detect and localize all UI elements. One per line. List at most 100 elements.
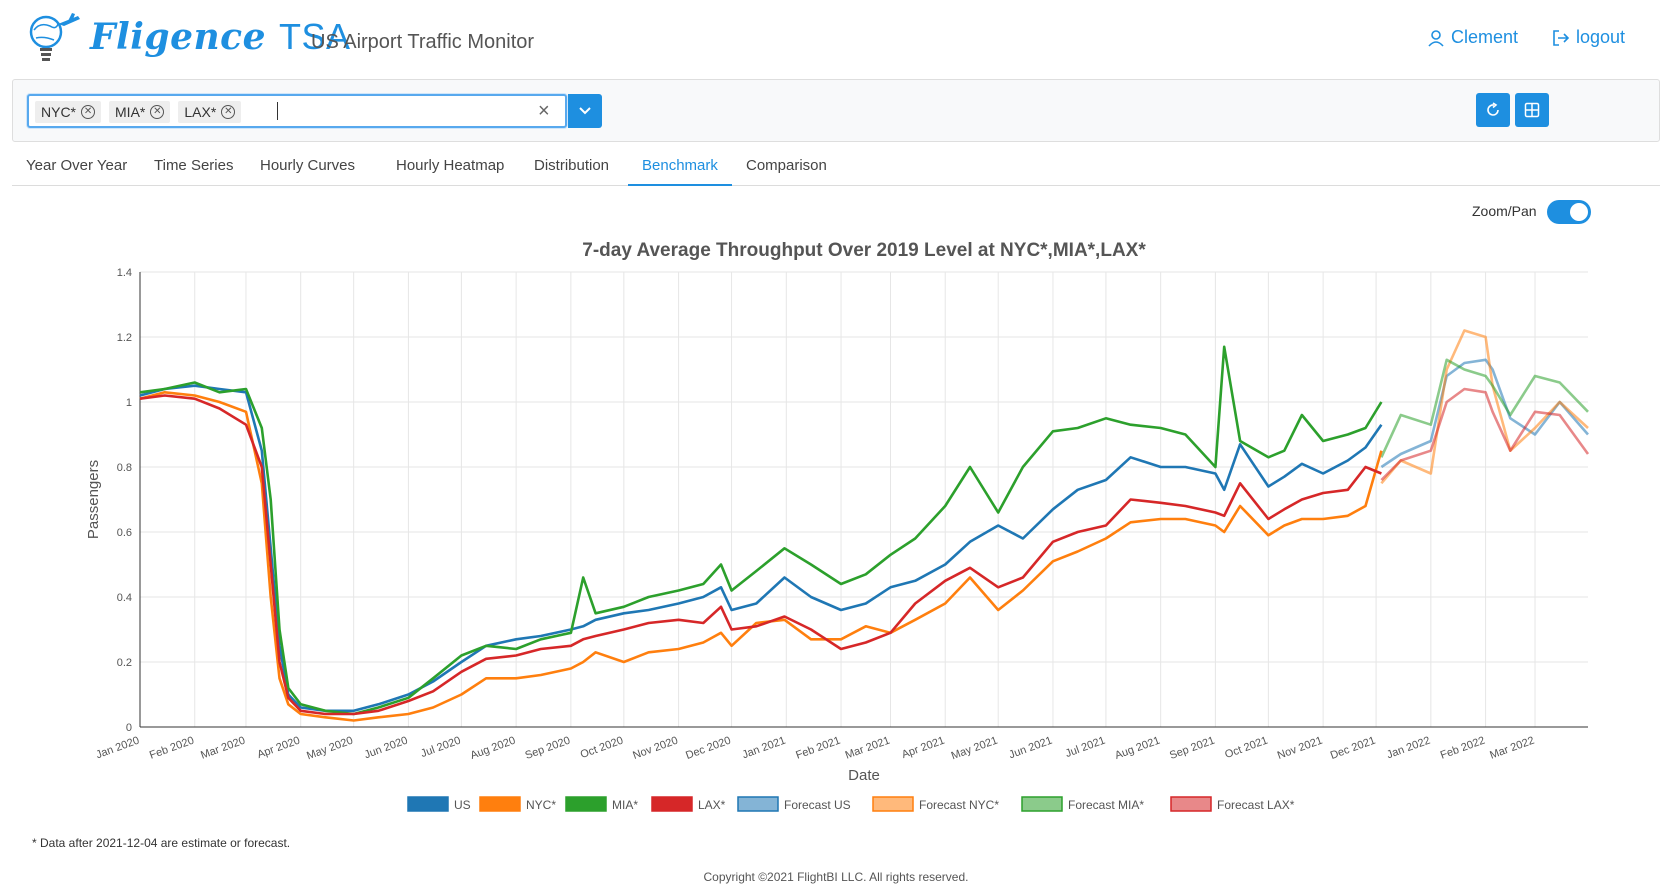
forecast-series-line-4 [1380, 387, 1590, 481]
x-tick-label: Oct 2020 [579, 735, 625, 762]
x-tick-label: Jul 2020 [419, 735, 462, 761]
y-tick-label: 0 [126, 722, 132, 734]
y-tick-label: 0.4 [117, 592, 132, 604]
user-profile-link[interactable]: Clement [1427, 27, 1518, 48]
tab-year-over-year[interactable]: Year Over Year [26, 157, 128, 174]
throughput-line-chart[interactable]: 7-day Average Throughput Over 2019 Level… [0, 226, 1672, 826]
logout-label: logout [1576, 27, 1626, 47]
chip-lax: LAX* ✕ [178, 101, 242, 123]
x-tick-label: Mar 2020 [199, 735, 247, 762]
x-tick-label: May 2021 [950, 735, 1000, 763]
x-tick-label: Jul 2021 [1064, 735, 1107, 761]
x-tick-label: Jan 2021 [741, 735, 788, 762]
zoom-pan-label: Zoom/Pan [1472, 203, 1537, 219]
x-tick-label: Feb 2021 [794, 735, 842, 762]
legend-label-6: Forecast NYC* [919, 798, 999, 812]
forecast-series-line-3 [1380, 358, 1589, 458]
app-subtitle: US Airport Traffic Monitor [311, 31, 535, 53]
x-tick-label: Apr 2021 [900, 735, 946, 762]
copyright-text: Copyright ©2021 FlightBI LLC. All rights… [703, 870, 969, 884]
legend-label-8: Forecast LAX* [1217, 798, 1295, 812]
legend-label-4: LAX* [698, 798, 726, 812]
chart-title: 7-day Average Throughput Over 2019 Level… [582, 240, 1146, 261]
x-tick-label: Dec 2020 [684, 735, 732, 762]
refresh-button[interactable] [1476, 93, 1510, 127]
user-icon [1428, 29, 1444, 47]
refresh-icon [1487, 102, 1499, 116]
brand-suffix: TSA [279, 16, 351, 57]
grid-layout-icon [1524, 102, 1540, 118]
airport-filter-panel: NYC* ✕ MIA* ✕ LAX* ✕ × [12, 79, 1660, 142]
legend-label-5: Forecast US [784, 798, 851, 812]
chevron-down-icon [579, 107, 591, 115]
selected-chips: NYC* ✕ MIA* ✕ LAX* ✕ [35, 101, 242, 123]
x-tick-label: Jun 2021 [1007, 735, 1054, 762]
chip-label: LAX* [184, 104, 217, 120]
series-line-4 [139, 394, 1382, 716]
chip-remove-icon[interactable]: ✕ [150, 105, 165, 119]
tab-hourly-curves[interactable]: Hourly Curves [260, 157, 356, 174]
legend-swatch-5 [737, 796, 779, 812]
legend-swatch-7 [1021, 796, 1063, 812]
x-tick-label: Aug 2020 [469, 735, 517, 762]
view-tabs: Year Over Year Time Series Hourly Curves… [12, 146, 1660, 186]
series-line-2 [139, 391, 1383, 722]
y-tick-label: 1.2 [117, 332, 132, 344]
legend-label-1: US [454, 798, 471, 812]
legend-swatch-6 [872, 796, 914, 812]
x-tick-label: Nov 2020 [631, 735, 679, 762]
toggle-knob [1570, 203, 1588, 221]
tab-hourly-heatmap[interactable]: Hourly Heatmap [396, 157, 505, 174]
legend-swatch-2 [479, 796, 521, 812]
logout-icon [1553, 29, 1570, 46]
x-tick-label: Mar 2021 [844, 735, 892, 762]
forecast-series-line-2 [1380, 329, 1589, 485]
tab-benchmark[interactable]: Benchmark [628, 146, 732, 186]
series-line-3 [139, 345, 1383, 716]
logout-link[interactable]: logout [1552, 27, 1625, 48]
chip-remove-icon[interactable]: ✕ [221, 105, 236, 119]
user-name: Clement [1451, 27, 1519, 47]
x-axis-label: Date [848, 767, 880, 784]
y-tick-label: 1.4 [117, 267, 132, 279]
legend-swatch-3 [565, 796, 607, 812]
x-tick-label: Mar 2022 [1488, 735, 1536, 762]
y-tick-label: 1 [126, 397, 132, 409]
x-tick-label: Apr 2020 [256, 735, 302, 762]
x-tick-label: Nov 2021 [1276, 735, 1324, 762]
x-tick-label: Jun 2020 [363, 735, 410, 762]
brand-name: Fligence [90, 16, 266, 58]
legend-label-7: Forecast MIA* [1068, 798, 1144, 812]
x-tick-label: Dec 2021 [1329, 735, 1377, 762]
clear-selection-icon[interactable]: × [538, 100, 550, 122]
x-tick-label: Oct 2021 [1223, 735, 1269, 762]
x-tick-label: Aug 2021 [1113, 735, 1161, 762]
tab-time-series[interactable]: Time Series [154, 157, 234, 174]
x-tick-label: Sep 2021 [1168, 735, 1216, 762]
x-tick-label: Feb 2022 [1439, 735, 1487, 762]
legend-swatch-1 [407, 796, 449, 812]
legend-swatch-4 [651, 796, 693, 812]
brand-logo-text: Fligence TSA [90, 16, 351, 58]
lightbulb-plane-logo-icon [29, 13, 80, 61]
x-tick-label: Feb 2020 [148, 735, 196, 762]
zoom-pan-toggle[interactable] [1547, 200, 1591, 224]
x-tick-label: Jan 2020 [94, 735, 141, 762]
chip-label: MIA* [115, 104, 146, 120]
text-caret [277, 102, 278, 120]
x-tick-label: May 2020 [305, 735, 355, 763]
forecast-footnote: * Data after 2021-12-04 are estimate or … [32, 836, 291, 850]
x-tick-label: Jan 2022 [1385, 735, 1432, 762]
legend-swatch-8 [1170, 796, 1212, 812]
app-header: Fligence TSA US Airport Traffic Monitor … [0, 0, 1672, 82]
chip-nyc: NYC* ✕ [35, 101, 102, 123]
dropdown-toggle-button[interactable] [568, 94, 602, 128]
y-tick-label: 0.8 [117, 462, 132, 474]
chip-remove-icon[interactable]: ✕ [81, 105, 96, 119]
layout-button[interactable] [1515, 93, 1549, 127]
tab-distribution[interactable]: Distribution [534, 157, 610, 174]
tab-comparison[interactable]: Comparison [746, 157, 827, 174]
airport-multiselect[interactable]: NYC* ✕ MIA* ✕ LAX* ✕ × [27, 94, 567, 128]
chip-mia: MIA* ✕ [109, 101, 171, 123]
series-line-1 [139, 384, 1383, 713]
